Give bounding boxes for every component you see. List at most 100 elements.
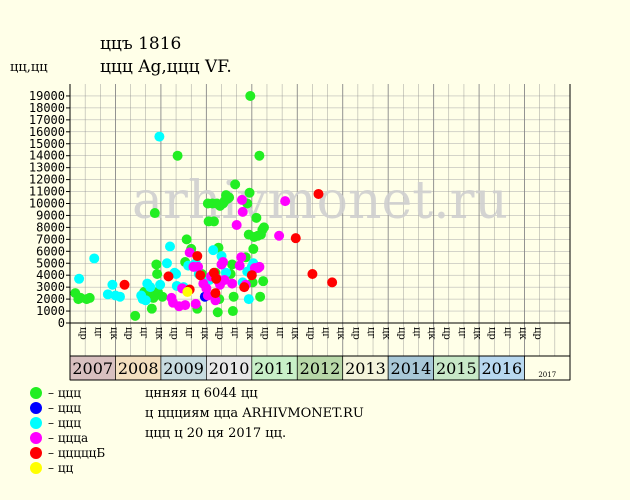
y-tick-label: 10000 <box>29 197 65 211</box>
data-point <box>230 179 241 190</box>
data-point <box>211 273 222 284</box>
data-point <box>202 290 213 301</box>
legend-marker <box>30 462 42 474</box>
y-tick-label: 11000 <box>29 185 65 199</box>
data-point <box>254 150 265 161</box>
year-band <box>160 355 207 381</box>
data-point <box>115 291 125 302</box>
data-point <box>154 131 165 142</box>
y-tick-label: 12000 <box>29 173 65 187</box>
data-points <box>70 90 338 321</box>
quarter-label: цк <box>244 327 255 340</box>
data-point <box>307 269 318 280</box>
legend-label: – цц <box>48 461 74 475</box>
legend-marker <box>30 387 42 399</box>
quarter-label: цр <box>123 327 134 340</box>
legend-label: – ццц <box>48 401 81 415</box>
legend-item: – ццца <box>30 431 88 445</box>
data-point <box>172 150 183 161</box>
data-point <box>195 270 206 281</box>
year-label: 2007 <box>72 359 113 378</box>
data-point <box>152 269 163 280</box>
y-tick-label: 6000 <box>36 244 65 258</box>
data-point <box>313 188 324 199</box>
quarter-label: цк <box>108 327 119 340</box>
data-point <box>227 278 238 289</box>
y-tick-label: 3000 <box>36 280 65 294</box>
data-point <box>210 288 221 299</box>
data-point <box>255 291 266 302</box>
year-band <box>387 355 434 381</box>
data-point <box>208 245 219 256</box>
quarter-label: цк <box>199 327 210 340</box>
data-point <box>327 277 338 288</box>
quarter-label: цр <box>487 327 498 340</box>
data-point <box>237 206 248 217</box>
data-point <box>171 269 182 280</box>
legend-marker <box>30 402 42 414</box>
year-label: 2012 <box>300 359 341 378</box>
year-labels: 2007 2008 2009 2010 2011 2012 2013 2014 2015 2016… <box>72 359 556 379</box>
axes <box>66 84 571 381</box>
data-point <box>227 259 238 270</box>
y-axis-unit: цц,цц <box>10 60 48 75</box>
quarter-label: цр <box>350 327 361 340</box>
y-tick-label: 1000 <box>36 304 65 318</box>
quarter-label: цг <box>229 327 240 339</box>
y-tick-label: 15000 <box>29 137 65 151</box>
year-band <box>69 355 116 381</box>
quarter-label: цк <box>290 327 301 340</box>
year-label: 2014 <box>391 359 432 378</box>
data-point <box>182 286 193 297</box>
quarter-label: цр <box>259 327 270 340</box>
legend-marker <box>30 447 42 459</box>
data-point <box>210 295 221 306</box>
quarter-label: цг <box>502 327 513 339</box>
data-point <box>161 258 172 269</box>
legend-item: – ццц <box>30 416 81 430</box>
y-tick-label: 9000 <box>36 208 65 222</box>
data-point <box>84 292 95 303</box>
data-point <box>130 310 141 321</box>
data-point <box>290 233 301 244</box>
quarter-label: цг <box>411 327 422 339</box>
data-point <box>180 300 191 311</box>
y-tick-label: 16000 <box>29 125 65 139</box>
y-tick-label: 8000 <box>36 220 65 234</box>
y-tick-label: 14000 <box>29 149 65 163</box>
data-point <box>245 90 256 101</box>
quarter-label: цр <box>396 327 407 340</box>
data-point <box>107 279 118 290</box>
quarter-label: цр <box>78 327 89 340</box>
y-tick-label: 4000 <box>36 268 65 282</box>
quarter-label: цк <box>153 327 164 340</box>
note-source: ц ццциям цца ARHIVMONET.RU <box>145 406 364 421</box>
quarter-label: цк <box>517 327 528 340</box>
year-label: 2009 <box>163 359 204 378</box>
data-point <box>254 261 265 272</box>
y-tick-label: 18000 <box>29 101 65 115</box>
data-point <box>239 282 250 293</box>
data-point <box>219 274 230 285</box>
y-tick-label: 5000 <box>36 256 65 270</box>
data-point <box>145 282 156 293</box>
legend-item: – цц <box>30 461 73 475</box>
data-point <box>165 241 175 252</box>
y-tick-label: 17000 <box>29 113 65 127</box>
year-label: 2008 <box>118 359 159 378</box>
legend-marker <box>30 432 42 444</box>
x-quarter-labels: цр цг цк цр цг цк цр цг цк цр цг цк цр цг цк цр цг цк цр цг… <box>78 327 544 340</box>
data-point <box>244 187 255 198</box>
legend-label: – ццца <box>48 431 89 445</box>
year-label: 2016 <box>481 359 522 378</box>
quarter-label: цг <box>184 327 195 339</box>
legend-marker <box>30 417 42 429</box>
quarter-label: цг <box>275 327 286 339</box>
legend-item: – цццццБ <box>30 446 105 460</box>
quarter-label: цр <box>214 327 225 340</box>
data-point <box>227 306 238 317</box>
data-point <box>224 192 235 203</box>
data-point <box>192 251 203 262</box>
data-point <box>184 247 195 258</box>
